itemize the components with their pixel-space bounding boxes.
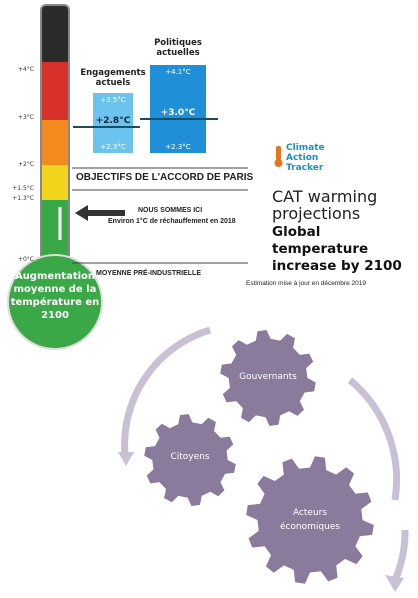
arrow-head (385, 575, 404, 592)
scale-label: +1.3°C (12, 195, 34, 202)
thermo-segment (42, 6, 68, 64)
gear-label: Citoyens (170, 452, 210, 462)
scale-label: +4°C (17, 66, 34, 73)
scenario-title: Politiques actuelles (154, 38, 202, 58)
cycle-arrow (347, 377, 401, 501)
here-title: NOUS SOMMES ICI (138, 207, 203, 214)
thermo-segment (42, 62, 68, 120)
brand-title: CAT warming projections (272, 187, 378, 223)
scenario-low: +2.3°C (100, 143, 126, 151)
scenario-box (150, 65, 206, 153)
preindustrial-label: MOYENNE PRÉ-INDUSTRIELLE (96, 270, 202, 277)
gear-label: Acteurs économiques (279, 508, 341, 532)
logo-icon (276, 146, 281, 160)
scenario-low: +2.3°C (165, 143, 191, 151)
scenario-box (93, 93, 133, 153)
thermo-bulb (7, 254, 103, 350)
paris-label: OBJECTIFS DE L'ACCORD DE PARIS (76, 172, 254, 183)
gear (144, 414, 236, 506)
thermo-segment (42, 120, 68, 165)
cycle-arrow (391, 529, 409, 582)
gear-label: Gouvernants (239, 372, 297, 382)
scale-label: +1.5°C (12, 185, 34, 192)
gear (246, 456, 374, 584)
scenario-high: +3.5°C (100, 96, 126, 104)
update-note: Estimation mise à jour en décembre 2019 (246, 280, 366, 287)
scenario-mid: +3.0°C (160, 108, 196, 118)
arrow (75, 205, 125, 221)
gear (220, 330, 316, 426)
cycle-arrow (121, 326, 212, 456)
scale-label: +3°C (17, 114, 34, 121)
thermo-segment (42, 165, 68, 200)
logo-text: Climate Action Tracker (286, 143, 325, 173)
scenario-high: +4.1°C (165, 68, 191, 76)
scale-label: +0°C (17, 256, 34, 263)
scenario-title: Engagements actuels (80, 68, 146, 88)
arrow-head (118, 452, 134, 466)
logo-icon (274, 159, 283, 167)
scale-label: +2°C (17, 161, 34, 168)
here-note: Environ 1°C de réchauffement en 2018 (108, 218, 236, 225)
brand-subtitle: Global temperature increase by 2100 (272, 224, 402, 274)
bulb-label: Augmentation moyenne de la température e… (10, 271, 100, 321)
scenario-mid: +2.8°C (95, 116, 131, 126)
